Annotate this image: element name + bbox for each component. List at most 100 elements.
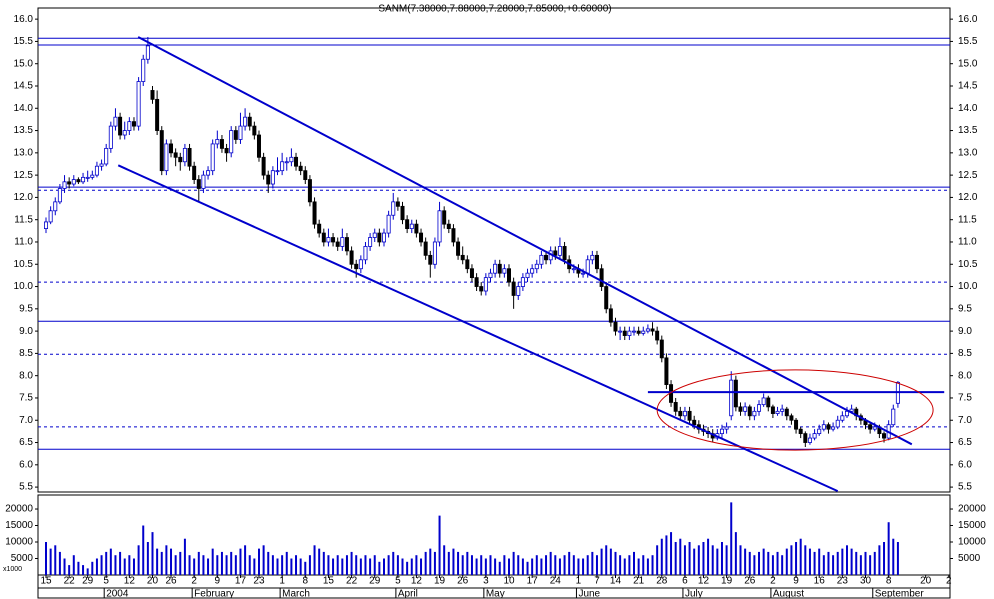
candle-body (868, 424, 873, 430)
trend-line (137, 36, 913, 446)
y-tick-label: 8.0 (19, 370, 33, 381)
candle-body (474, 277, 479, 287)
candle-body (284, 161, 289, 164)
y-tick-label: 11.0 (14, 237, 33, 248)
x-tick-label: 26 (165, 576, 177, 587)
candle-body (507, 268, 512, 283)
candle-body (368, 237, 373, 247)
candle-body (618, 330, 623, 333)
y-tick-label: 9.0 (19, 326, 33, 337)
y-tick-label: 15.5 (14, 36, 34, 47)
candle-body (331, 237, 336, 243)
x-tick-label: 24 (550, 576, 562, 587)
candle-body (650, 328, 655, 332)
candle-body (321, 232, 326, 243)
trend-line (117, 164, 839, 493)
candle-body (256, 134, 261, 158)
x-tick-label: 1 (576, 576, 582, 587)
candle-body (423, 241, 428, 256)
x-tick-label: 1 (279, 576, 285, 587)
x-tick-label: 30 (860, 576, 872, 587)
candle-body (303, 170, 308, 180)
y-tick-label: 9.5 (19, 303, 33, 314)
candle-body (752, 410, 757, 417)
candle-body (766, 397, 771, 408)
candle-body (81, 176, 86, 183)
y-tick-label: 13.5 (14, 125, 34, 136)
candle-body (539, 254, 544, 265)
candle-body (585, 259, 590, 274)
x-tick-label: 12 (698, 576, 710, 587)
y-tick-label: 12.0 (14, 192, 34, 203)
candle-body (456, 241, 461, 256)
x-tick-label: 15 (323, 576, 335, 587)
y-tick-label: 13.5 (958, 125, 978, 136)
candle-body (173, 152, 178, 158)
candle-body (275, 170, 280, 173)
y-tick-label: 5.5 (958, 482, 972, 493)
candle-body (76, 179, 81, 183)
candle-body (544, 254, 549, 261)
candle-body (844, 410, 849, 417)
candle-body (164, 143, 169, 172)
candle-body (840, 415, 845, 421)
volume-tick-label: 20000 (958, 504, 986, 515)
candle-body (789, 415, 794, 421)
y-tick-label: 7.0 (958, 415, 972, 426)
candle-body (252, 125, 257, 136)
candle-body (835, 419, 840, 428)
candle-body (145, 45, 150, 60)
candle-body (57, 188, 62, 203)
y-tick-label: 10.0 (14, 281, 34, 292)
candle-body (442, 210, 447, 225)
candle-body (497, 263, 502, 274)
x-tick-label: 29 (82, 576, 94, 587)
candle-body (354, 263, 359, 270)
volume-tick-label: 5000 (958, 553, 981, 564)
y-tick-label: 12.5 (14, 170, 34, 181)
month-label: February (194, 589, 234, 599)
y-tick-label: 7.5 (958, 393, 972, 404)
candle-body (733, 379, 738, 408)
candle-body (131, 121, 136, 127)
x-tick-label: 9 (215, 576, 221, 587)
y-tick-label: 10.0 (958, 281, 978, 292)
candle-body (317, 223, 322, 234)
x-tick-label: 12 (124, 576, 136, 587)
candle-body (446, 223, 451, 230)
y-tick-label: 6.0 (19, 459, 33, 470)
x-tick-label: 2 (770, 576, 776, 587)
candle-body (400, 205, 405, 221)
x-tick-label: 29 (369, 576, 381, 587)
date-axis (37, 574, 951, 599)
candle-body (622, 330, 627, 336)
x-tick-label: 19 (721, 576, 733, 587)
candle-body (807, 437, 812, 443)
x-tick-label: 20 (920, 576, 932, 587)
volume-tick-label: 10000 (958, 537, 986, 548)
highlight-ellipse (656, 369, 934, 451)
candle-body (312, 201, 317, 225)
candle-body (62, 181, 67, 189)
candle-body (613, 321, 618, 332)
candle-body (409, 223, 414, 230)
candle-body (141, 58, 146, 82)
y-tick-label: 5.5 (19, 482, 33, 493)
candle-body (405, 219, 410, 230)
candle-body (849, 408, 854, 412)
y-tick-label: 15.0 (14, 58, 34, 69)
month-label: August (773, 589, 804, 599)
month-label: September (875, 589, 925, 599)
candle-body (363, 246, 368, 261)
candle-body (803, 433, 808, 443)
candle-body (270, 170, 275, 185)
candle-body (488, 272, 493, 279)
candle-body (238, 125, 243, 140)
y-tick-label: 10.5 (958, 259, 978, 270)
candle-body (516, 286, 521, 296)
y-tick-label: 14.0 (958, 103, 978, 114)
candle-body (136, 81, 141, 127)
candle-body (159, 130, 164, 172)
candle-body (659, 339, 664, 359)
